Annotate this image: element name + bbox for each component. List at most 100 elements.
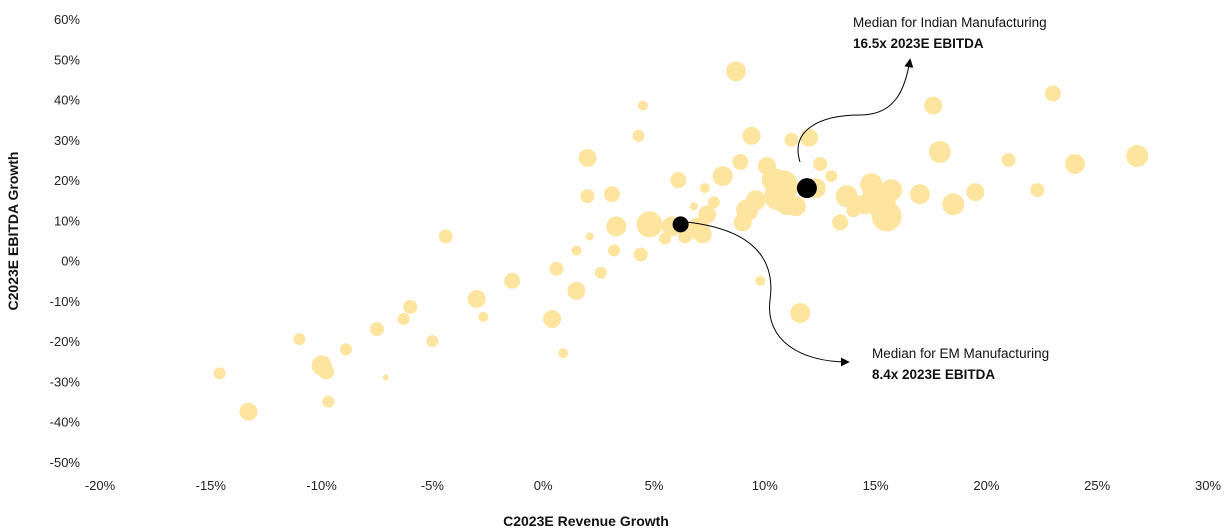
company-bubble	[467, 289, 486, 308]
company-bubble	[543, 310, 562, 329]
company-bubble	[608, 244, 621, 257]
company-bubble	[397, 313, 410, 326]
company-bubble	[571, 245, 582, 256]
y-tick-label: 60%	[54, 12, 80, 27]
company-bubble	[580, 189, 595, 204]
company-bubble	[603, 186, 620, 203]
company-bubbles	[213, 61, 1149, 421]
company-bubble	[835, 185, 858, 208]
y-tick-label: 10%	[54, 213, 80, 228]
y-tick-label: -20%	[50, 334, 81, 349]
y-tick-label: 30%	[54, 133, 80, 148]
company-bubble	[800, 128, 819, 147]
em-median-label: Median for EM Manufacturing	[872, 346, 1049, 361]
company-bubble	[478, 312, 489, 323]
company-bubble	[909, 184, 930, 205]
indian-median-label: Median for Indian Manufacturing	[853, 15, 1047, 30]
company-bubble	[213, 367, 226, 380]
company-bubble	[698, 205, 717, 224]
company-bubble	[732, 153, 749, 170]
median-markers	[672, 178, 817, 233]
company-bubble	[504, 272, 521, 289]
company-bubble	[1126, 144, 1149, 167]
company-bubble	[832, 214, 849, 231]
company-bubble	[825, 170, 838, 183]
indian-median-multiple: 16.5x 2023E EBITDA	[853, 36, 984, 51]
company-bubble	[403, 299, 418, 314]
x-axis-title: C2023E Revenue Growth	[503, 513, 669, 529]
median-point	[796, 178, 817, 199]
em-median-multiple: 8.4x 2023E EBITDA	[872, 367, 995, 382]
company-bubble	[790, 302, 811, 323]
company-bubble	[924, 96, 943, 115]
company-bubble	[1030, 183, 1045, 198]
company-bubble	[370, 322, 384, 337]
x-axis-ticks: -20% -15% -10% -5% 0% 5% 10% 15% 20% 25% 30%	[85, 478, 1222, 493]
company-bubble	[558, 348, 569, 359]
company-bubble	[594, 266, 607, 279]
company-bubble	[636, 211, 663, 238]
x-tick-label: 5%	[645, 478, 664, 493]
em-median-arrow	[685, 221, 850, 367]
company-bubble	[633, 247, 648, 262]
company-bubble	[322, 395, 335, 408]
y-tick-label: 50%	[54, 52, 80, 67]
company-bubble	[699, 183, 710, 194]
company-bubble	[785, 196, 806, 217]
company-bubble	[606, 216, 627, 237]
y-tick-label: -50%	[50, 455, 81, 470]
company-bubble	[1065, 153, 1086, 174]
company-bubble	[784, 132, 799, 147]
company-bubble	[382, 374, 389, 381]
company-bubble	[813, 156, 828, 171]
y-tick-label: -10%	[50, 294, 81, 309]
company-bubble	[966, 183, 985, 202]
y-tick-label: 0%	[61, 254, 80, 269]
company-bubble	[670, 172, 687, 189]
x-tick-label: -20%	[85, 478, 116, 493]
company-bubble	[637, 100, 648, 111]
company-bubble	[1044, 85, 1061, 102]
company-bubble	[438, 229, 453, 244]
y-tick-label: 20%	[54, 173, 80, 188]
company-bubble	[942, 193, 965, 216]
company-bubble	[239, 402, 258, 421]
y-axis-title: C2023E EBITDA Growth	[5, 152, 21, 311]
company-bubble	[585, 232, 594, 241]
x-tick-label: -15%	[196, 478, 227, 493]
company-bubble	[745, 190, 766, 211]
company-bubble	[928, 140, 951, 163]
company-bubble	[318, 363, 335, 380]
company-bubble	[339, 343, 352, 356]
company-bubble	[707, 196, 720, 209]
indian-median-arrow	[797, 58, 914, 163]
company-bubble	[567, 281, 586, 300]
x-tick-label: 15%	[863, 478, 889, 493]
company-bubble	[742, 126, 761, 145]
company-bubble	[1001, 152, 1016, 167]
x-tick-label: -5%	[421, 478, 445, 493]
company-bubble	[632, 129, 645, 142]
company-bubble	[880, 179, 903, 202]
y-tick-label: 40%	[54, 93, 80, 108]
y-tick-label: -30%	[50, 374, 81, 389]
x-tick-label: -10%	[306, 478, 337, 493]
x-tick-label: 30%	[1195, 478, 1221, 493]
company-bubble	[426, 335, 439, 348]
company-bubble	[712, 166, 733, 187]
x-tick-label: 10%	[752, 478, 778, 493]
x-tick-label: 0%	[534, 478, 553, 493]
company-bubble	[549, 261, 564, 276]
y-axis-ticks: 60% 50% 40% 30% 20% 10% 0% -10% -20% -30% -40% -50%	[50, 12, 81, 470]
company-bubble	[689, 202, 698, 211]
company-bubble	[725, 61, 746, 82]
company-bubble	[755, 275, 766, 286]
median-point	[672, 216, 689, 233]
y-tick-label: -40%	[50, 415, 81, 430]
company-bubble	[578, 148, 597, 167]
x-tick-label: 20%	[973, 478, 999, 493]
x-tick-label: 25%	[1084, 478, 1110, 493]
company-bubble	[693, 225, 712, 244]
company-bubble	[293, 333, 306, 346]
